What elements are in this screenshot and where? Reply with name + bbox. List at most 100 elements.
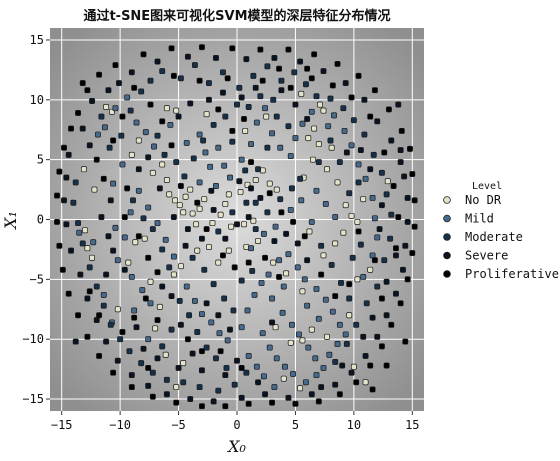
point-no-dr [280, 375, 287, 382]
point-no-dr [311, 125, 318, 132]
point-mild [288, 321, 295, 328]
point-proliferative [371, 257, 378, 264]
point-severe [255, 379, 261, 386]
point-severe [238, 94, 245, 101]
point-moderate [223, 364, 230, 371]
point-severe [294, 240, 301, 247]
point-moderate [213, 355, 219, 362]
point-mild [313, 285, 320, 292]
point-moderate [238, 277, 245, 284]
point-proliferative [402, 338, 409, 345]
point-severe [86, 142, 93, 149]
point-moderate [264, 63, 271, 70]
point-severe [210, 206, 217, 213]
point-no-dr [237, 189, 244, 195]
point-no-dr [283, 270, 290, 277]
point-moderate [147, 77, 154, 84]
point-mild [276, 257, 283, 264]
point-moderate [264, 144, 271, 151]
point-mild [183, 283, 190, 290]
point-mild [127, 209, 134, 216]
point-no-dr [166, 191, 173, 198]
point-no-dr [299, 288, 306, 295]
point-proliferative [393, 245, 399, 252]
point-mild [196, 131, 203, 138]
point-severe [154, 58, 161, 65]
point-proliferative [276, 274, 283, 280]
point-proliferative [229, 127, 236, 134]
point-mild [251, 291, 258, 298]
point-mild [260, 373, 267, 380]
point-moderate [79, 240, 86, 247]
point-mild [322, 200, 329, 207]
point-severe [128, 372, 135, 379]
point-no-dr [156, 303, 163, 310]
point-moderate [318, 242, 325, 249]
point-severe [184, 53, 191, 60]
point-proliferative [355, 228, 362, 235]
point-mild [341, 127, 348, 134]
point-moderate [93, 283, 100, 290]
point-moderate [161, 151, 168, 158]
point-proliferative [84, 87, 91, 94]
point-no-dr [320, 252, 327, 259]
point-severe [257, 195, 264, 201]
point-moderate [159, 246, 166, 253]
point-severe [154, 355, 161, 362]
point-mild [154, 220, 161, 227]
point-mild [94, 131, 101, 138]
point-mild [281, 363, 288, 370]
point-moderate [229, 209, 236, 216]
point-mild [147, 300, 154, 307]
point-severe [404, 195, 411, 201]
point-mild [131, 307, 138, 314]
point-severe [378, 202, 385, 209]
point-moderate [303, 81, 309, 88]
point-mild [312, 355, 319, 362]
point-severe [170, 214, 177, 221]
point-mild [265, 271, 272, 278]
point-severe [342, 80, 349, 87]
point-mild [207, 163, 214, 170]
point-mild [215, 144, 222, 151]
point-severe [222, 235, 229, 242]
point-moderate [138, 88, 145, 95]
point-moderate [186, 312, 193, 319]
y-tick-label: −15 [22, 392, 44, 406]
point-severe [187, 396, 194, 402]
point-no-dr [225, 247, 232, 254]
point-moderate [285, 123, 292, 130]
point-moderate [180, 379, 187, 386]
point-severe [262, 391, 269, 398]
point-mild [112, 105, 119, 112]
point-proliferative [269, 399, 276, 406]
point-severe [156, 185, 163, 192]
point-severe [84, 295, 91, 302]
point-proliferative [168, 142, 175, 149]
point-no-dr [84, 245, 91, 252]
legend-label-mild: Mild [465, 212, 494, 226]
point-severe [304, 116, 311, 122]
point-mild [322, 296, 329, 303]
point-moderate [130, 197, 136, 204]
point-no-dr [308, 326, 315, 333]
point-severe [402, 242, 409, 249]
point-severe [285, 394, 292, 401]
point-no-dr [180, 360, 187, 367]
point-mild [139, 287, 146, 294]
point-severe [252, 84, 259, 91]
point-moderate [210, 121, 217, 128]
point-severe [374, 118, 381, 125]
point-proliferative [409, 250, 416, 256]
point-proliferative [75, 312, 81, 319]
point-severe [361, 96, 368, 103]
point-proliferative [259, 77, 266, 84]
point-proliferative [371, 87, 378, 94]
point-severe [297, 58, 304, 65]
point-proliferative [54, 218, 60, 225]
point-proliferative [404, 276, 411, 283]
point-severe [98, 214, 105, 221]
point-no-dr [255, 238, 261, 244]
point-proliferative [140, 51, 147, 58]
point-proliferative [154, 269, 161, 276]
